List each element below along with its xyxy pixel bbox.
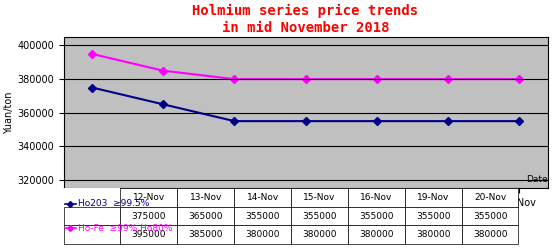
Text: Ho203  ≥99.5%: Ho203 ≥99.5% bbox=[78, 199, 149, 208]
Ho-Fe  ≥99% Ho80% bbox=[516, 78, 522, 81]
Ho203  ≥99.5% bbox=[231, 120, 238, 123]
Ho203  ≥99.5% bbox=[302, 120, 309, 123]
Ho203  ≥99.5% bbox=[516, 120, 522, 123]
Ho-Fe  ≥99% Ho80% bbox=[231, 78, 238, 81]
Text: Date: Date bbox=[526, 175, 547, 184]
Title: Holmium series price trends
in mid November 2018: Holmium series price trends in mid Novem… bbox=[192, 4, 419, 34]
Ho203  ≥99.5% bbox=[444, 120, 451, 123]
Ho203  ≥99.5% bbox=[89, 86, 95, 89]
Ho-Fe  ≥99% Ho80% bbox=[302, 78, 309, 81]
Ho203  ≥99.5% bbox=[373, 120, 380, 123]
Ho-Fe  ≥99% Ho80% bbox=[444, 78, 451, 81]
Y-axis label: Yuan/ton: Yuan/ton bbox=[4, 92, 14, 134]
Ho-Fe  ≥99% Ho80% bbox=[373, 78, 380, 81]
Ho203  ≥99.5% bbox=[160, 103, 167, 106]
Ho-Fe  ≥99% Ho80% bbox=[160, 69, 167, 72]
Ho-Fe  ≥99% Ho80% bbox=[89, 52, 95, 55]
Line: Ho-Fe  ≥99% Ho80%: Ho-Fe ≥99% Ho80% bbox=[89, 51, 522, 82]
Line: Ho203  ≥99.5%: Ho203 ≥99.5% bbox=[89, 85, 522, 124]
Text: Ho-Fe  ≥99% Ho80%: Ho-Fe ≥99% Ho80% bbox=[78, 224, 172, 233]
